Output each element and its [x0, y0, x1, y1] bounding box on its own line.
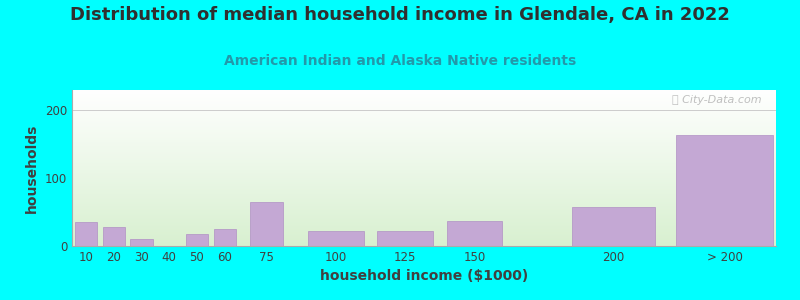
Bar — [447, 221, 502, 246]
Bar — [130, 239, 153, 246]
Bar — [102, 227, 125, 246]
Bar — [186, 235, 208, 246]
Bar — [250, 202, 283, 246]
Bar — [308, 231, 363, 246]
X-axis label: household income ($1000): household income ($1000) — [320, 269, 528, 284]
Y-axis label: households: households — [26, 123, 39, 213]
Bar — [572, 207, 655, 246]
Bar — [378, 231, 433, 246]
Text: Ⓜ City-Data.com: Ⓜ City-Data.com — [672, 95, 762, 105]
Bar — [676, 135, 774, 246]
Text: American Indian and Alaska Native residents: American Indian and Alaska Native reside… — [224, 54, 576, 68]
Bar — [214, 229, 236, 246]
Text: Distribution of median household income in Glendale, CA in 2022: Distribution of median household income … — [70, 6, 730, 24]
Bar — [74, 222, 97, 246]
